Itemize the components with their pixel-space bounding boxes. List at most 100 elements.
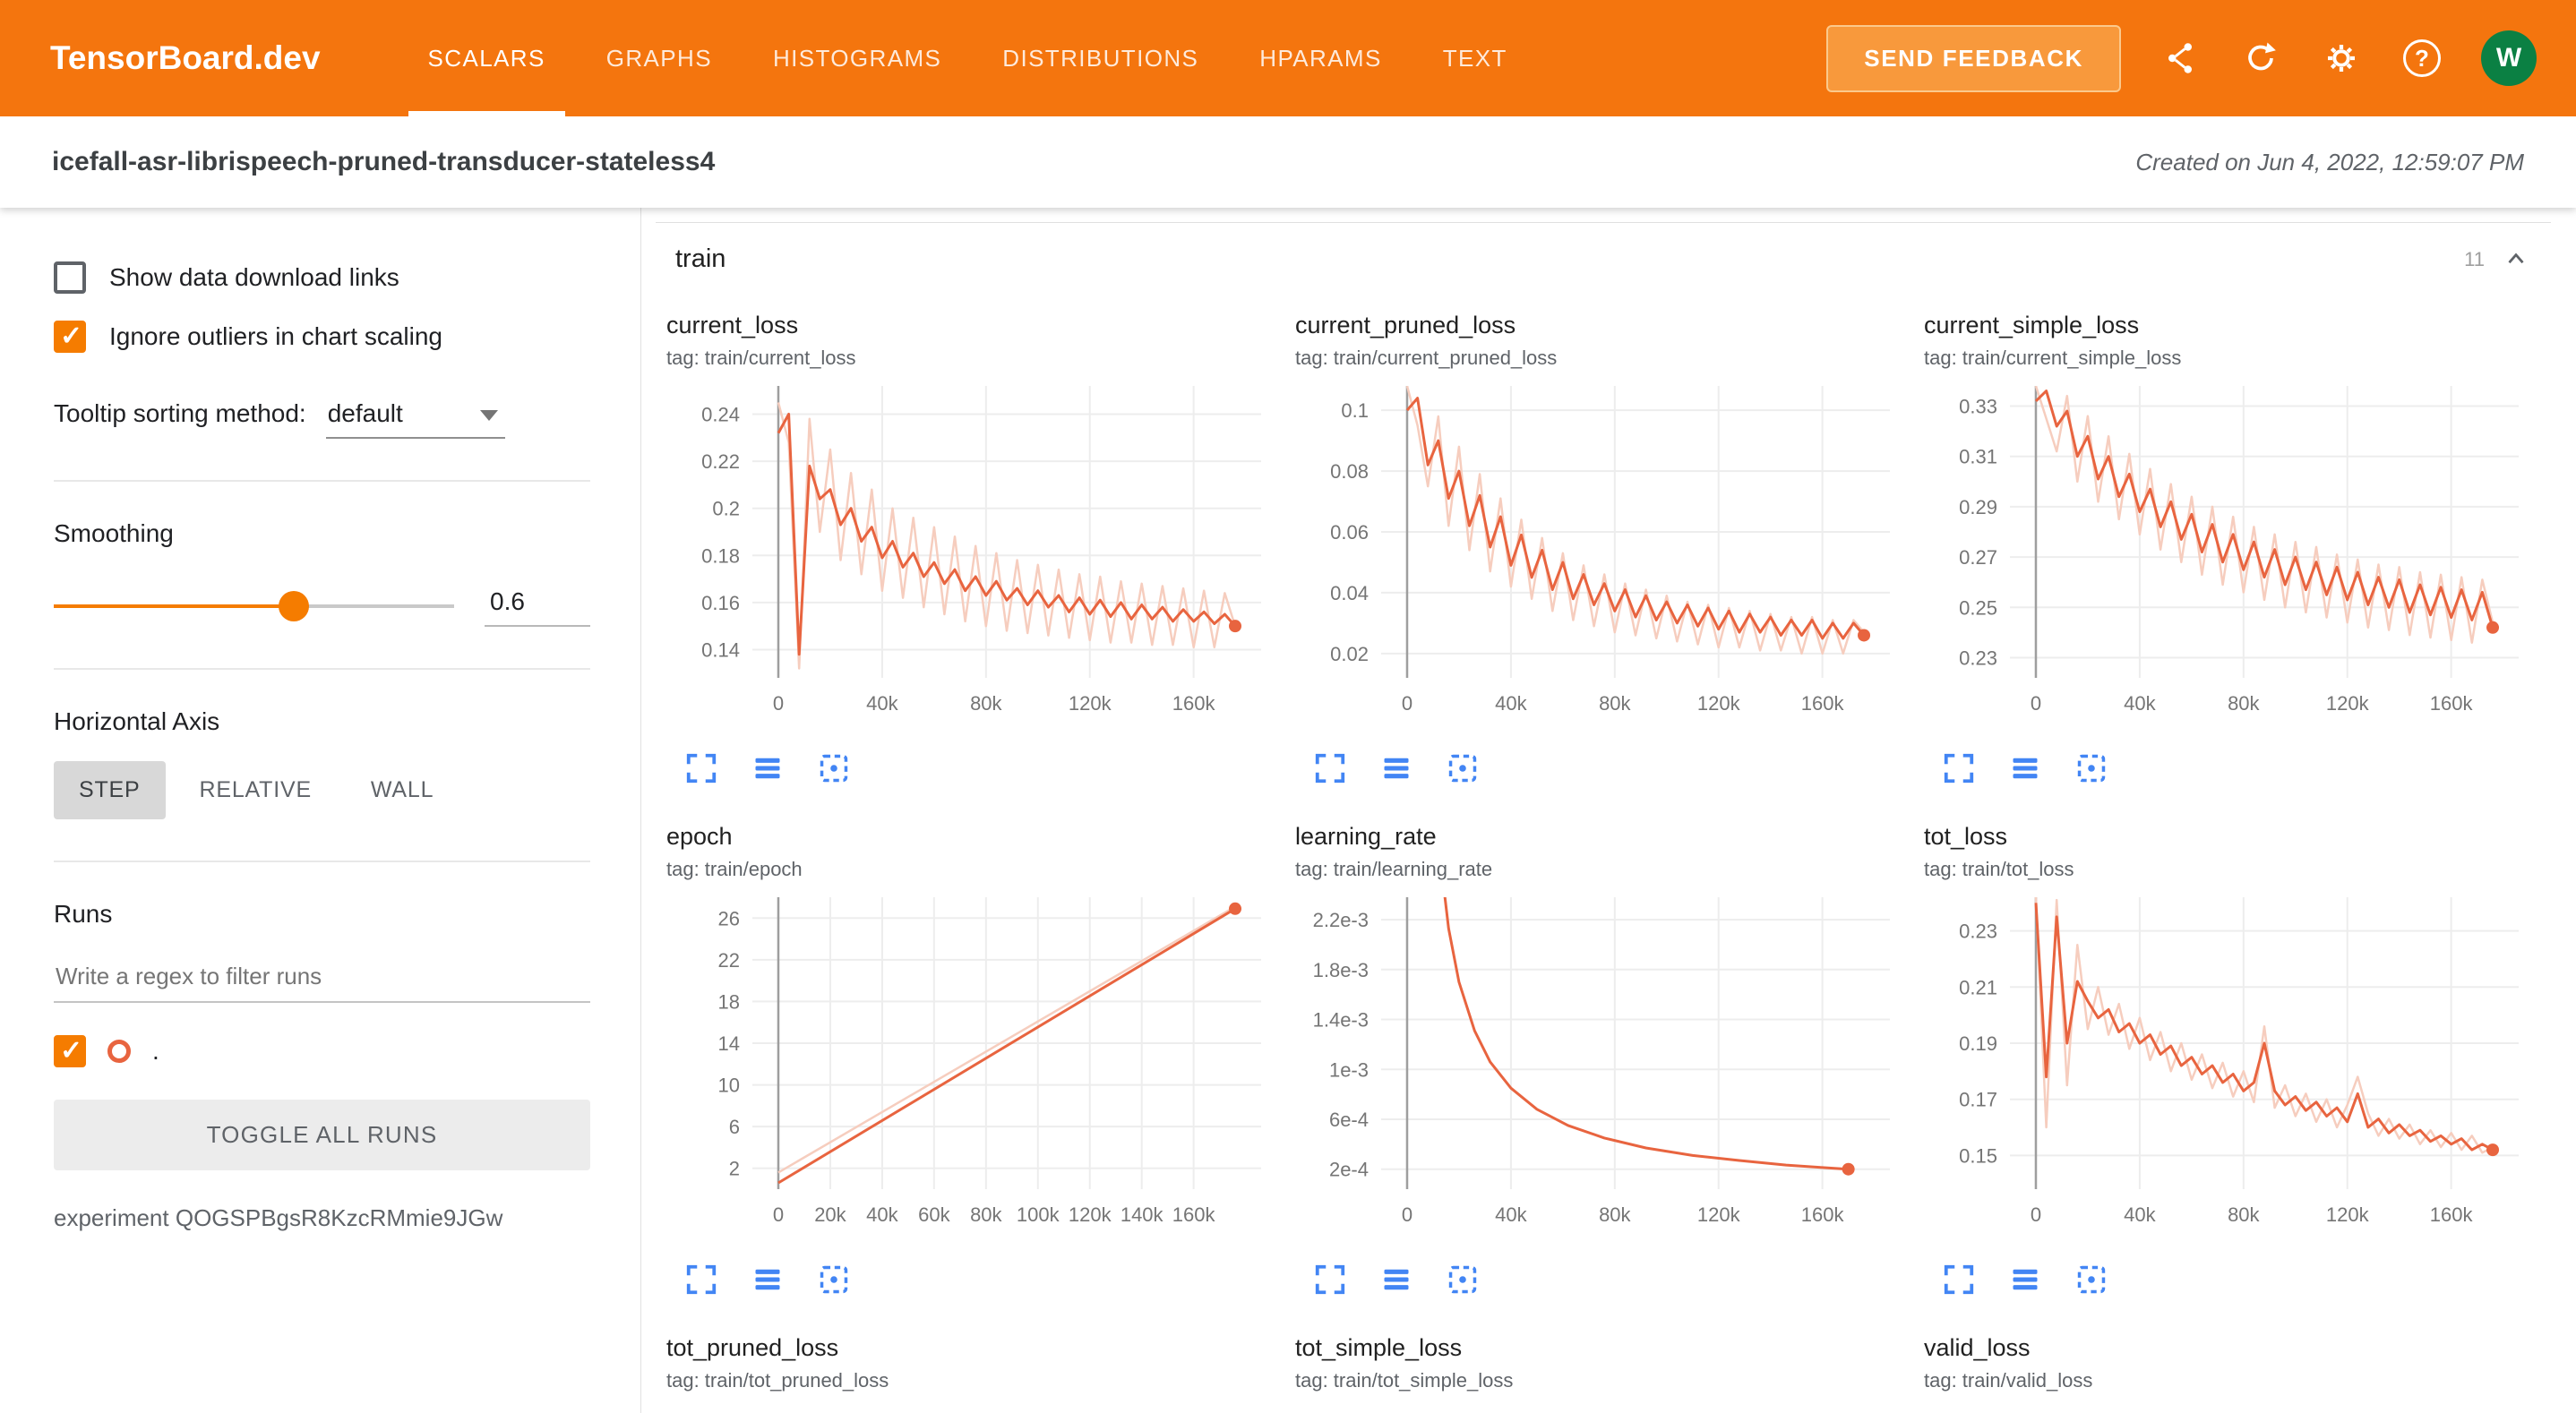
axis-option-wall[interactable]: WALL <box>346 761 459 819</box>
axis-option-relative[interactable]: RELATIVE <box>175 761 337 819</box>
svg-text:160k: 160k <box>2430 692 2474 715</box>
experiment-created-date: Created on Jun 4, 2022, 12:59:07 PM <box>2135 148 2524 176</box>
expand-chart-icon[interactable] <box>681 749 722 787</box>
svg-text:0.24: 0.24 <box>701 404 740 426</box>
smoothing-slider-thumb[interactable] <box>279 591 310 621</box>
show-download-links-checkbox[interactable] <box>54 261 86 294</box>
svg-text:0.17: 0.17 <box>1959 1089 1997 1111</box>
view-data-table-icon[interactable] <box>747 749 788 787</box>
expand-chart-icon[interactable] <box>1309 1261 1351 1298</box>
svg-text:40k: 40k <box>1495 1203 1527 1226</box>
train-group: train 11 current_loss tag: train/current… <box>656 222 2551 1392</box>
tab-distributions[interactable]: DISTRIBUTIONS <box>1002 44 1199 72</box>
svg-text:0.29: 0.29 <box>1959 496 1997 518</box>
svg-text:120k: 120k <box>2326 1203 2370 1226</box>
toggle-all-runs-button[interactable]: TOGGLE ALL RUNS <box>54 1100 590 1170</box>
fit-domain-icon[interactable] <box>1442 749 1483 787</box>
chart-card: tot_loss tag: train/tot_loss 0 40k 80k 120k… <box>1924 823 2529 1298</box>
svg-text:40k: 40k <box>866 692 898 715</box>
svg-text:0: 0 <box>2031 692 2041 715</box>
svg-text:0.33: 0.33 <box>1959 395 1997 417</box>
expand-chart-icon[interactable] <box>681 1261 722 1298</box>
svg-text:22: 22 <box>718 949 740 972</box>
show-download-links-checkbox-row[interactable]: Show data download links <box>54 261 590 294</box>
run-checkbox[interactable] <box>54 1035 86 1067</box>
view-data-table-icon[interactable] <box>1376 749 1417 787</box>
svg-text:0: 0 <box>1402 692 1413 715</box>
chart-title: epoch <box>666 823 733 850</box>
view-data-table-icon[interactable] <box>747 1261 788 1298</box>
chart-card: current_pruned_loss tag: train/current_p… <box>1295 312 1901 787</box>
help-icon[interactable]: ? <box>2400 37 2443 80</box>
smoothing-label: Smoothing <box>54 519 174 547</box>
svg-text:160k: 160k <box>2430 1203 2474 1226</box>
fit-domain-icon[interactable] <box>813 1261 854 1298</box>
ignore-outliers-checkbox-row[interactable]: Ignore outliers in chart scaling <box>54 321 590 353</box>
chart-tag: tag: train/valid_loss <box>1924 1369 2093 1392</box>
chart-tag: tag: train/current_loss <box>666 347 856 369</box>
svg-text:26: 26 <box>718 907 740 929</box>
main-nav-tabs: SCALARS GRAPHS HISTOGRAMS DISTRIBUTIONS HPAR… <box>398 0 1538 116</box>
run-row[interactable]: . <box>54 1035 590 1067</box>
runs-filter-input[interactable] <box>54 955 590 1003</box>
chart-plot[interactable]: 0 40k 80k 120k 160k 0.02 0.04 0.06 0.08 0.1 <box>1295 377 1901 742</box>
refresh-icon[interactable] <box>2239 37 2282 80</box>
app-header: TensorBoard.dev SCALARS GRAPHS HISTOGRAMS D… <box>0 0 2576 116</box>
svg-text:120k: 120k <box>1069 1203 1112 1226</box>
chart-title: current_loss <box>666 312 799 338</box>
chart-plot[interactable]: 0 20k 40k 60k 80k 100k 120k 140k 160k26101418222… <box>666 888 1272 1254</box>
chart-card: current_simple_loss tag: train/current_s… <box>1924 312 2529 787</box>
fit-domain-icon[interactable] <box>2071 749 2112 787</box>
run-color-swatch <box>107 1040 131 1063</box>
fit-domain-icon[interactable] <box>1442 1261 1483 1298</box>
charts-grid: current_loss tag: train/current_loss 0 40… <box>656 288 2551 1392</box>
smoothing-slider-row <box>54 586 590 627</box>
collapse-group-button[interactable] <box>2503 246 2529 273</box>
axis-option-step[interactable]: STEP <box>54 761 166 819</box>
svg-text:160k: 160k <box>1172 1203 1216 1226</box>
svg-text:6e-4: 6e-4 <box>1329 1109 1369 1131</box>
svg-text:18: 18 <box>718 990 740 1013</box>
train-group-header[interactable]: train 11 <box>656 223 2551 288</box>
group-title: train <box>675 244 726 273</box>
tab-graphs[interactable]: GRAPHS <box>605 44 712 72</box>
send-feedback-button[interactable]: SEND FEEDBACK <box>1826 24 2121 92</box>
chart-plot[interactable]: 0 40k 80k 120k 160k 2e-4 6e-4 1e-3 1.4e-3 1.8e-3 2… <box>1295 888 1901 1254</box>
fit-domain-icon[interactable] <box>2071 1261 2112 1298</box>
svg-text:40k: 40k <box>1495 692 1527 715</box>
avatar[interactable]: W <box>2481 30 2537 86</box>
chart-plot[interactable]: 0 40k 80k 120k 160k 0.23 0.25 0.27 0.29 0.31 0.33 <box>1924 377 2529 742</box>
svg-text:0.06: 0.06 <box>1330 521 1369 544</box>
chart-tag: tag: train/epoch <box>666 858 803 880</box>
tab-histograms[interactable]: HISTOGRAMS <box>772 44 942 72</box>
tab-hparams[interactable]: HPARAMS <box>1259 44 1382 72</box>
tab-text[interactable]: TEXT <box>1442 44 1507 72</box>
smoothing-slider[interactable] <box>54 591 454 621</box>
group-chart-count: 11 <box>2464 247 2485 270</box>
view-data-table-icon[interactable] <box>2005 1261 2046 1298</box>
chart-title: current_simple_loss <box>1924 312 2140 338</box>
chart-plot[interactable]: 0 40k 80k 120k 160k 0.15 0.17 0.19 0.21 0.23 <box>1924 888 2529 1254</box>
ignore-outliers-label: Ignore outliers in chart scaling <box>109 322 442 350</box>
view-data-table-icon[interactable] <box>2005 749 2046 787</box>
expand-chart-icon[interactable] <box>1309 749 1351 787</box>
chart-toolbar <box>1295 1261 1901 1298</box>
share-icon[interactable] <box>2159 37 2202 80</box>
settings-gear-icon[interactable] <box>2320 37 2363 80</box>
chart-plot[interactable]: 0 40k 80k 120k 160k 0.14 0.16 0.18 0.2 0.22 0.24 <box>666 377 1272 742</box>
tab-scalars[interactable]: SCALARS <box>398 0 576 116</box>
smoothing-value-input[interactable] <box>485 586 590 627</box>
chart-toolbar <box>666 749 1272 787</box>
ignore-outliers-checkbox[interactable] <box>54 321 86 353</box>
expand-chart-icon[interactable] <box>1938 1261 1979 1298</box>
view-data-table-icon[interactable] <box>1376 1261 1417 1298</box>
expand-chart-icon[interactable] <box>1938 749 1979 787</box>
experiment-bar: icefall-asr-librispeech-pruned-transduce… <box>0 116 2576 208</box>
fit-domain-icon[interactable] <box>813 749 854 787</box>
svg-text:80k: 80k <box>2228 692 2260 715</box>
main-panel: train 11 current_loss tag: train/current… <box>641 208 2576 1413</box>
svg-text:2.2e-3: 2.2e-3 <box>1313 909 1369 931</box>
svg-text:0.19: 0.19 <box>1959 1032 1997 1055</box>
tooltip-sorting-select[interactable]: default <box>325 399 505 439</box>
